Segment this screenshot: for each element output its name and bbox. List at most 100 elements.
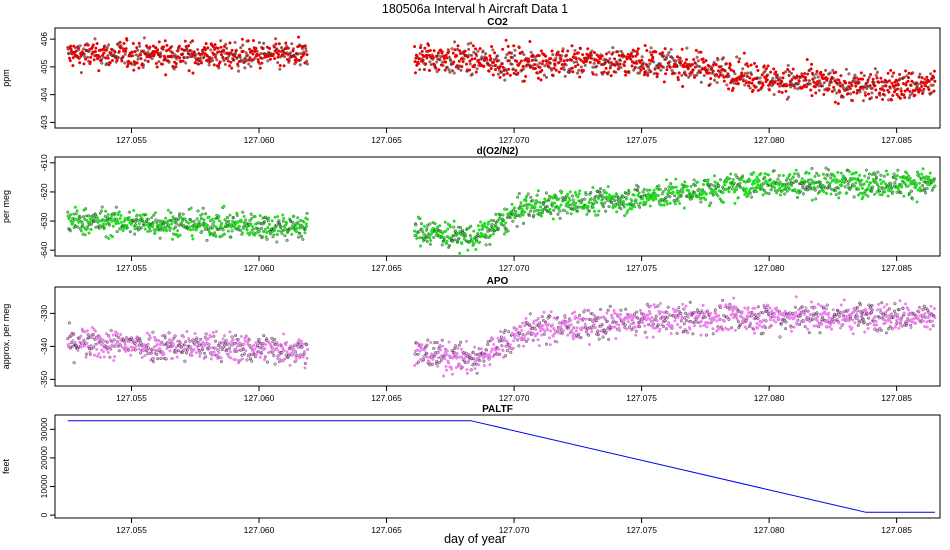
- o2n2-data-point-core: [226, 216, 229, 219]
- co2-data-point-core: [787, 96, 790, 98]
- o2n2-data-point-core: [572, 199, 575, 201]
- co2-data-point: [257, 53, 261, 57]
- co2-data-point: [602, 70, 606, 74]
- o2n2-data-point: [821, 172, 825, 176]
- o2n2-data-point-core: [489, 234, 492, 237]
- co2-data-point: [918, 88, 922, 92]
- co2-y-axis-label: ppm: [1, 69, 11, 87]
- o2n2-data-point: [781, 173, 786, 178]
- co2-data-point: [116, 42, 120, 46]
- co2-data-point: [297, 35, 301, 39]
- co2-data-point-core: [538, 62, 541, 64]
- co2-data-point-core: [210, 49, 212, 51]
- o2n2-data-point-core: [300, 235, 303, 238]
- co2-data-point: [776, 82, 780, 86]
- co2-data-point: [920, 84, 924, 88]
- co2-data-point: [501, 47, 505, 51]
- co2-data-point-core: [784, 71, 787, 73]
- o2n2-data-point: [733, 201, 737, 205]
- o2n2-data-point: [505, 207, 509, 211]
- co2-data-point: [277, 42, 281, 46]
- o2n2-data-point: [524, 199, 528, 203]
- o2n2-data-point-core: [763, 176, 766, 179]
- co2-data-point: [121, 55, 125, 59]
- co2-data-point: [282, 55, 287, 59]
- co2-data-point-core: [717, 59, 719, 61]
- o2n2-data-point: [82, 208, 86, 212]
- co2-data-point: [623, 60, 627, 64]
- o2n2-data-point-core: [803, 180, 806, 182]
- co2-data-point: [617, 53, 621, 57]
- co2-data-point-core: [550, 69, 553, 71]
- co2-data-point-core: [916, 85, 919, 88]
- co2-data-point: [510, 62, 514, 66]
- co2-data-point: [676, 78, 680, 82]
- o2n2-data-point-core: [505, 228, 508, 230]
- o2n2-data-point-core: [719, 178, 722, 181]
- o2n2-data-point-core: [232, 216, 235, 219]
- o2n2-data-point: [671, 190, 675, 194]
- co2-data-point: [647, 58, 651, 62]
- co2-data-point: [452, 71, 456, 75]
- co2-data-point: [661, 51, 665, 55]
- co2-data-point: [290, 42, 294, 46]
- co2-data-point: [272, 45, 276, 49]
- o2n2-data-point-core: [519, 215, 521, 217]
- o2n2-data-point-core: [152, 214, 155, 217]
- co2-data-point: [243, 56, 247, 60]
- co2-data-point: [216, 46, 220, 50]
- co2-data-point-core: [102, 56, 104, 59]
- co2-data-point-core: [848, 73, 850, 75]
- o2n2-data-point: [793, 187, 797, 192]
- co2-data-point: [187, 44, 191, 48]
- co2-data-point-core: [545, 76, 548, 79]
- o2n2-data-point: [245, 228, 249, 232]
- co2-data-point: [570, 58, 574, 62]
- o2n2-data-point: [674, 185, 678, 189]
- co2-data-point: [741, 79, 746, 83]
- o2n2-data-point: [760, 183, 764, 188]
- co2-data-point-core: [917, 83, 919, 85]
- o2n2-data-point: [632, 193, 636, 197]
- co2-data-point: [493, 51, 497, 55]
- co2-data-point: [677, 71, 681, 75]
- co2-data-point: [94, 46, 98, 50]
- co2-data-point: [574, 57, 578, 61]
- co2-data-point-core: [741, 68, 744, 70]
- co2-data-point: [528, 39, 532, 44]
- o2n2-data-point: [265, 230, 269, 235]
- o2n2-data-point-core: [66, 211, 69, 213]
- co2-data-point-core: [504, 57, 507, 59]
- co2-data-point-core: [143, 37, 146, 39]
- co2-data-point: [517, 46, 521, 50]
- co2-data-point-core: [575, 61, 578, 63]
- co2-data-point: [864, 93, 868, 97]
- co2-data-point: [178, 56, 182, 60]
- o2n2-data-point-core: [814, 198, 817, 200]
- co2-data-point: [635, 49, 639, 54]
- o2n2-data-point: [150, 216, 154, 220]
- o2n2-data-point: [812, 181, 816, 185]
- co2-data-point-core: [808, 79, 811, 82]
- co2-data-point-core: [283, 55, 286, 58]
- o2n2-data-point: [69, 213, 73, 217]
- o2n2-data-point: [622, 205, 626, 209]
- co2-data-point: [530, 64, 534, 68]
- co2-data-point: [573, 52, 577, 56]
- o2n2-data-point: [491, 232, 495, 236]
- co2-data-point: [83, 43, 87, 47]
- co2-data-point: [246, 39, 250, 43]
- co2-data-point-core: [873, 81, 875, 84]
- o2n2-data-point-core: [654, 192, 656, 195]
- o2n2-data-point: [550, 201, 554, 205]
- o2n2-data-point: [228, 213, 232, 217]
- co2-data-point-core: [726, 84, 728, 86]
- co2-data-point: [92, 58, 96, 62]
- co2-data-point-core: [929, 93, 932, 96]
- co2-data-point-core: [535, 56, 537, 58]
- co2-data-point-core: [299, 64, 302, 66]
- o2n2-data-point: [472, 229, 476, 233]
- co2-data-point: [285, 44, 289, 48]
- o2n2-data-point: [863, 174, 867, 178]
- co2-data-point: [491, 73, 495, 77]
